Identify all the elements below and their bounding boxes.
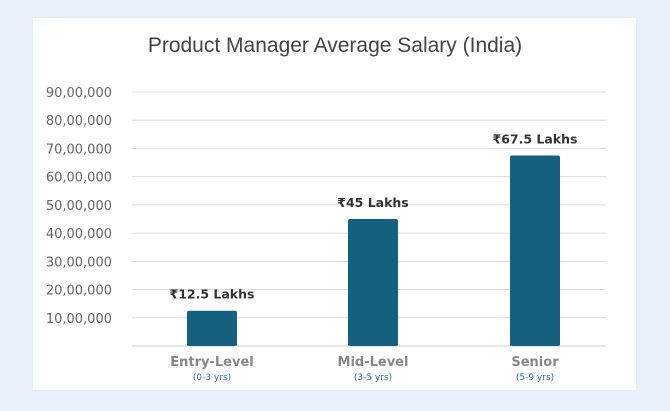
bar bbox=[187, 310, 237, 346]
data-label: ₹45 Lakhs bbox=[337, 195, 409, 210]
x-tick-label: Senior bbox=[511, 355, 559, 370]
data-label: ₹67.5 Lakhs bbox=[493, 132, 578, 147]
x-tick-sublabel: (3-5 yrs) bbox=[354, 373, 392, 383]
x-tick-label: Mid-Level bbox=[338, 355, 409, 370]
bar bbox=[510, 155, 560, 346]
data-label: ₹12.5 Lakhs bbox=[170, 287, 255, 302]
y-tick-label: 90,00,000 bbox=[46, 86, 112, 101]
y-tick-label: 40,00,000 bbox=[46, 227, 112, 242]
y-tick-label: 70,00,000 bbox=[46, 142, 112, 157]
y-tick-label: 20,00,000 bbox=[46, 284, 112, 299]
x-tick-sublabel: (0-3 yrs) bbox=[193, 373, 231, 383]
bar bbox=[348, 219, 398, 346]
y-tick-label: 10,00,000 bbox=[46, 312, 112, 327]
y-tick-label: 30,00,000 bbox=[46, 255, 112, 270]
x-tick-label: Entry-Level bbox=[170, 355, 253, 370]
y-tick-label: 80,00,000 bbox=[46, 114, 112, 129]
y-tick-label: 60,00,000 bbox=[46, 171, 112, 186]
x-tick-sublabel: (5-9 yrs) bbox=[516, 373, 554, 383]
y-tick-label: 50,00,000 bbox=[46, 199, 112, 214]
chart-title: Product Manager Average Salary (India) bbox=[147, 34, 523, 57]
